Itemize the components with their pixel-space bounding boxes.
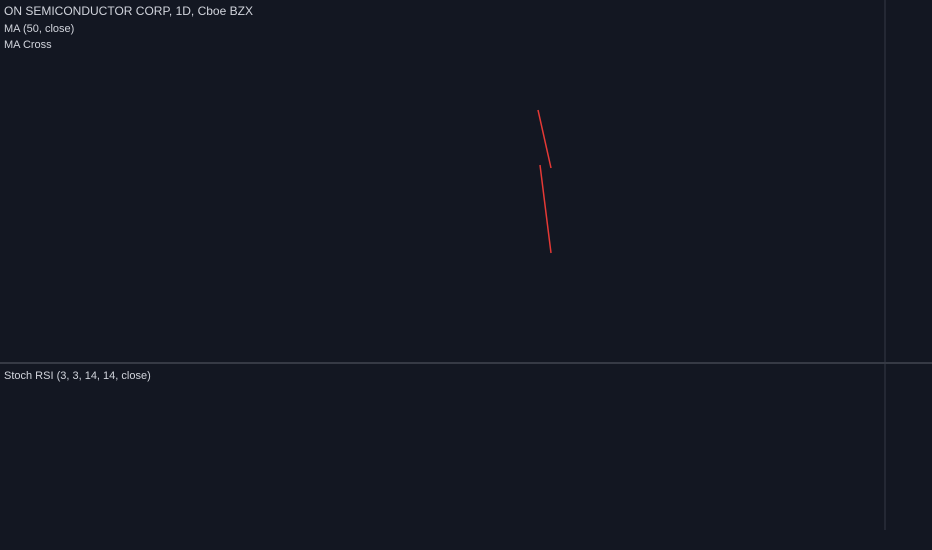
- legend-entry: MA (50, close): [4, 23, 74, 35]
- pane-title: Stoch RSI (3, 3, 14, 14, close): [4, 370, 151, 382]
- chart-title: ON SEMICONDUCTOR CORP, 1D, Cboe BZX: [4, 4, 253, 18]
- trend-arrow: [539, 164, 552, 254]
- legend-entry: MA Cross: [4, 39, 52, 51]
- trend-arrow: [537, 109, 552, 169]
